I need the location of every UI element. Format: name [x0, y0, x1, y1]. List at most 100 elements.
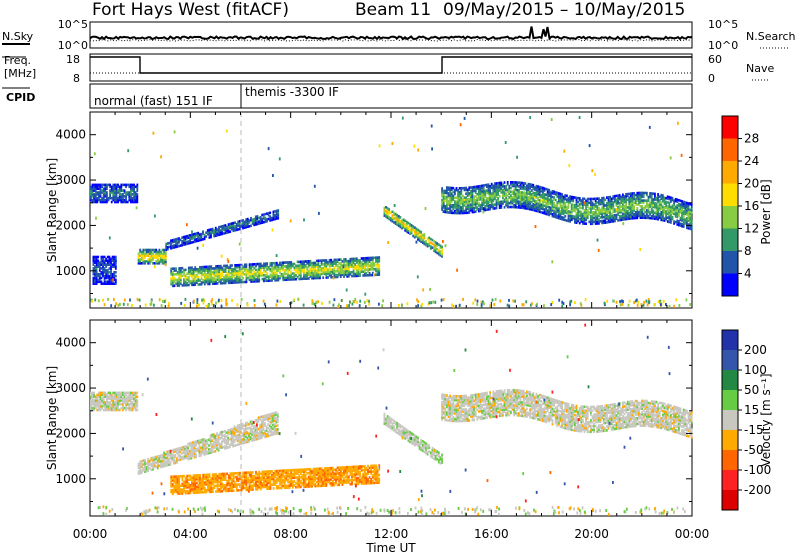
- data-cell: [612, 214, 614, 217]
- data-cell: [486, 189, 488, 192]
- data-cell: [286, 277, 288, 280]
- data-cell: [486, 197, 488, 200]
- data-cell: [255, 269, 257, 272]
- data-cell: [673, 220, 675, 223]
- data-cell: [111, 197, 113, 200]
- data-cell: [412, 225, 414, 228]
- data-cell: [579, 203, 581, 206]
- data-cell: [181, 236, 183, 239]
- data-cell: [258, 217, 260, 220]
- data-cell: [462, 195, 464, 198]
- data-cell: [475, 195, 477, 198]
- data-cell: [476, 185, 478, 188]
- data-cell: [108, 197, 110, 200]
- ground-scatter-cell: [382, 299, 384, 302]
- data-cell: [191, 234, 193, 237]
- ground-scatter-cell: [512, 299, 514, 302]
- data-cell: [620, 209, 622, 212]
- data-cell: [234, 439, 236, 442]
- data-cell: [326, 259, 328, 262]
- data-cell: [146, 260, 148, 263]
- data-cell: [165, 453, 167, 456]
- data-cell: [117, 197, 119, 200]
- data-cell: [187, 443, 189, 446]
- data-cell: [327, 261, 329, 264]
- data-cell: [216, 432, 218, 435]
- data-cell: [424, 241, 426, 244]
- data-cell: [553, 196, 555, 199]
- data-cell: [251, 437, 253, 440]
- data-cell: [667, 195, 669, 198]
- data-cell: [233, 222, 235, 225]
- data-cell: [193, 278, 195, 281]
- noise-cell: [639, 248, 641, 251]
- data-cell: [101, 271, 103, 274]
- power-colorbar-blocks: [722, 116, 738, 297]
- data-cell: [133, 392, 135, 395]
- ground-scatter-cell: [474, 298, 476, 301]
- data-cell: [146, 462, 148, 465]
- data-cell: [542, 187, 544, 190]
- data-cell: [345, 264, 347, 267]
- data-cell: [165, 243, 167, 246]
- data-cell: [252, 269, 254, 272]
- data-cell: [510, 206, 512, 209]
- ground-scatter-cell: [241, 298, 243, 301]
- data-cell: [472, 186, 474, 189]
- data-cell: [544, 187, 546, 190]
- data-cell: [261, 218, 263, 221]
- data-cell: [644, 199, 646, 202]
- data-cell: [115, 275, 117, 278]
- data-cell: [676, 204, 678, 207]
- ground-scatter-cell: [104, 303, 106, 306]
- data-cell: [135, 392, 137, 395]
- ground-scatter-cell: [416, 298, 418, 301]
- data-cell: [680, 200, 682, 203]
- data-cell: [178, 245, 180, 248]
- data-cell: [532, 192, 534, 195]
- ground-scatter-cell: [98, 299, 100, 302]
- data-cell: [572, 215, 574, 218]
- data-cell: [354, 263, 356, 266]
- data-cell: [92, 392, 94, 395]
- data-cell: [377, 256, 379, 259]
- data-cell: [109, 267, 111, 270]
- data-cell: [244, 221, 246, 224]
- data-cell: [266, 272, 268, 275]
- data-cell: [350, 258, 352, 261]
- data-cell: [643, 207, 645, 210]
- data-cell: [268, 218, 270, 221]
- data-cell: [109, 275, 111, 278]
- data-cell: [277, 209, 279, 212]
- data-cell: [186, 235, 188, 238]
- data-cell: [427, 243, 429, 246]
- data-cell: [237, 434, 239, 437]
- freq-unit-label: [MHz]: [4, 67, 36, 80]
- data-cell: [98, 399, 100, 402]
- ground-scatter-cell: [312, 302, 314, 305]
- data-cell: [443, 190, 445, 193]
- data-cell: [247, 427, 249, 430]
- data-cell: [243, 428, 245, 431]
- data-cell: [635, 211, 637, 214]
- data-cell: [401, 219, 403, 222]
- data-cell: [303, 260, 305, 263]
- data-cell: [136, 193, 138, 196]
- data-cell: [468, 186, 470, 189]
- data-cell: [211, 439, 213, 442]
- data-cell: [196, 274, 198, 277]
- data-cell: [680, 203, 682, 206]
- data-cell: [540, 200, 542, 203]
- data-cell: [544, 208, 546, 211]
- data-cell: [367, 274, 369, 277]
- data-cell: [314, 262, 316, 265]
- data-cell: [173, 244, 175, 247]
- data-cell: [467, 211, 469, 214]
- data-cell: [159, 464, 161, 467]
- data-cell: [223, 269, 225, 272]
- data-cell: [308, 260, 310, 263]
- data-cell: [574, 196, 576, 199]
- data-cell: [604, 198, 606, 201]
- data-cell: [165, 457, 167, 460]
